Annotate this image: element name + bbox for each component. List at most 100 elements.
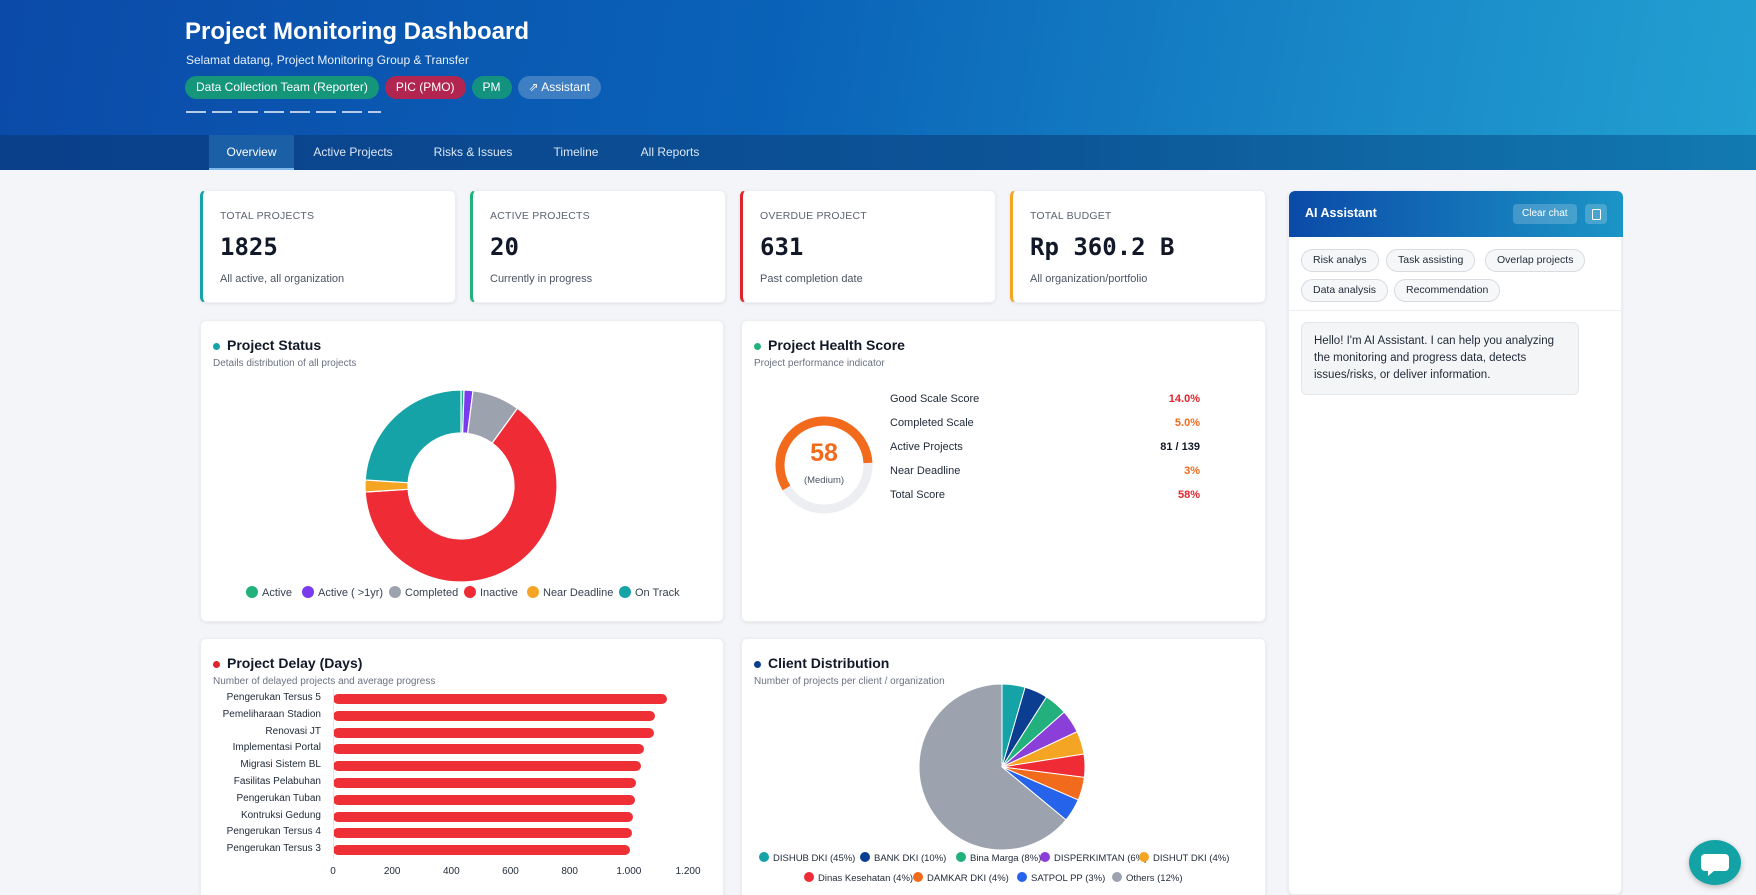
- kpi-card-active-projects: ACTIVE PROJECTS 20 Currently in progress: [470, 190, 726, 303]
- chip-data-analysis[interactable]: Data analysis: [1301, 279, 1389, 302]
- chip-task-assisting[interactable]: Task assisting: [1386, 249, 1476, 272]
- legend-label: DISHUT DKI (4%): [1153, 853, 1230, 864]
- role-pill-pic[interactable]: PIC (PMO): [384, 76, 466, 99]
- legend-label: Others (12%): [1126, 873, 1183, 884]
- ai-assistant-header: AI Assistant Clear chat: [1289, 191, 1623, 237]
- kpi-caption: All active, all organization: [220, 273, 345, 285]
- tab-all-reports[interactable]: All Reports: [640, 145, 700, 159]
- clear-chat-button[interactable]: Clear chat: [1513, 204, 1577, 224]
- health-row-total-score: Total Score 58%: [890, 489, 1200, 505]
- legend-swatch: [527, 586, 539, 598]
- delay-bar-pengerukan-tuban[interactable]: [333, 794, 635, 805]
- legend-swatch: [464, 586, 476, 598]
- nav-tabs: Overview Active Projects Risks & Issues …: [0, 135, 1756, 170]
- delay-bar-migrasi-sistem-bl[interactable]: [333, 761, 641, 772]
- legend-swatch: [956, 852, 966, 862]
- kpi-card-total-budget: TOTAL BUDGET Rp 360.2 B All organization…: [1010, 190, 1266, 303]
- bar-label: Pengerukan Tersus 5: [226, 692, 321, 703]
- project-delay-panel: Project Delay (Days) Number of delayed p…: [200, 638, 724, 895]
- chat-bubble-icon: [1701, 854, 1729, 876]
- kpi-caption: Past completion date: [760, 273, 863, 285]
- legend-swatch: [1017, 872, 1027, 882]
- client-legend-dishut-dki-4: DISHUT DKI (4%): [1139, 852, 1229, 864]
- health-row-completed-scale: Completed Scale 5.0%: [890, 417, 1200, 433]
- role-pill-assistant[interactable]: ⇗ Assistant: [517, 76, 601, 99]
- delay-bar-pengerukan-tersus-3[interactable]: [333, 845, 631, 856]
- legend-label: DAMKAR DKI (4%): [927, 873, 1009, 884]
- health-row-label: Good Scale Score: [890, 393, 980, 405]
- tab-overview[interactable]: Overview: [209, 135, 294, 170]
- delay-bar-implementasi-portal[interactable]: [333, 744, 644, 755]
- health-row-good-scale-score: Good Scale Score 14.0%: [890, 393, 1200, 409]
- delay-bar-kontruksi-gedung[interactable]: [333, 811, 634, 822]
- legend-swatch: [913, 872, 923, 882]
- chip-overlap-projects[interactable]: Overlap projects: [1485, 249, 1586, 272]
- health-row-label: Total Score: [890, 489, 946, 501]
- legend-swatch: [246, 586, 258, 598]
- kpi-label: ACTIVE PROJECTS: [490, 210, 590, 222]
- legend-swatch: [389, 586, 401, 598]
- health-score-gauge: [775, 416, 873, 514]
- delay-bar-pengerukan-tersus-4[interactable]: [333, 828, 632, 839]
- panel-title: Client Distribution: [768, 655, 890, 671]
- health-row-label: Active Projects: [890, 441, 963, 453]
- legend-swatch: [860, 852, 870, 862]
- x-tick-label: 200: [383, 866, 401, 877]
- legend-swatch: [619, 586, 631, 598]
- status-slice-inactive[interactable]: [364, 407, 558, 583]
- legend-swatch: [302, 586, 314, 598]
- tab-active-projects[interactable]: Active Projects: [313, 145, 393, 159]
- bar-label: Kontruksi Gedung: [240, 809, 321, 821]
- legend-label: Dinas Kesehatan (4%): [818, 873, 914, 884]
- kpi-label: TOTAL BUDGET: [1030, 210, 1112, 222]
- ai-welcome-message: Hello! I'm AI Assistant. I can help you …: [1301, 322, 1579, 395]
- panel-subtitle: Project performance indicator: [754, 358, 885, 369]
- bar-label: Pengerukan Tuban: [236, 792, 321, 804]
- x-tick-label: 1.000: [616, 866, 642, 877]
- health-score-label: (Medium): [803, 475, 845, 486]
- health-row-value: 14.0%: [1168, 393, 1200, 405]
- copy-icon[interactable]: [1585, 204, 1607, 224]
- legend-label: On Track: [635, 587, 680, 599]
- client-legend-satpol-pp-3: SATPOL PP (3%): [1017, 872, 1105, 884]
- kpi-card-total-projects: TOTAL PROJECTS 1825 All active, all orga…: [200, 190, 456, 303]
- legend-label: Bina Marga (8%): [970, 853, 1042, 864]
- delay-bar-pengerukan-tersus-5[interactable]: [333, 694, 668, 704]
- bar-label: Implementasi Portal: [232, 742, 321, 754]
- legend-label: Completed: [405, 587, 459, 599]
- role-pills: Data Collection Team (Reporter) PIC (PMO…: [185, 76, 601, 99]
- health-row-value: 81 / 139: [1160, 441, 1200, 453]
- x-tick-label: 1.200: [675, 866, 701, 877]
- role-pill-assistant-label: Assistant: [541, 80, 590, 94]
- kpi-value: 20: [490, 233, 519, 261]
- role-pill-reporter[interactable]: Data Collection Team (Reporter): [185, 76, 379, 99]
- bar-label: Fasilitas Pelabuhan: [233, 776, 321, 787]
- delay-bar-renovasi-jt[interactable]: [333, 727, 654, 738]
- panel-subtitle: Details distribution of all projects: [213, 358, 357, 369]
- bar-label: Pengerukan Tersus 4: [226, 826, 321, 838]
- kpi-caption: Currently in progress: [490, 273, 593, 285]
- kpi-value: Rp 360.2 B: [1030, 233, 1175, 261]
- legend-swatch: [1139, 852, 1149, 862]
- legend-completed: Completed: [389, 586, 458, 599]
- dashboard-header: Project Monitoring Dashboard Selamat dat…: [0, 0, 1756, 135]
- delay-bar-pemeliharaan-stadion[interactable]: [333, 710, 656, 721]
- delay-bar-fasilitas-pelabuhan[interactable]: [333, 778, 637, 788]
- tab-risks-issues[interactable]: Risks & Issues: [433, 145, 513, 159]
- health-row-label: Completed Scale: [890, 417, 974, 429]
- legend-label: Inactive: [480, 587, 518, 599]
- client-distribution-pie: [918, 683, 1086, 851]
- panel-dot: [213, 343, 220, 350]
- role-pill-pm[interactable]: PM: [471, 76, 512, 99]
- assistant-icon: ⇗: [528, 80, 542, 94]
- chip-recommendation[interactable]: Recommendation: [1394, 279, 1501, 302]
- panel-title: Project Status: [227, 337, 322, 353]
- legend-label: DISPERKIMTAN (6%): [1054, 853, 1148, 864]
- tab-timeline[interactable]: Timeline: [553, 145, 599, 159]
- client-slice-others-12[interactable]: [918, 683, 1067, 851]
- chat-fab-button[interactable]: [1689, 840, 1741, 885]
- client-legend-disperkimtan-6: DISPERKIMTAN (6%): [1040, 852, 1147, 864]
- ai-assistant-title: AI Assistant: [1305, 206, 1377, 220]
- status-slice-on-track[interactable]: [364, 389, 462, 484]
- chip-risk-analysis[interactable]: Risk analys: [1301, 249, 1379, 272]
